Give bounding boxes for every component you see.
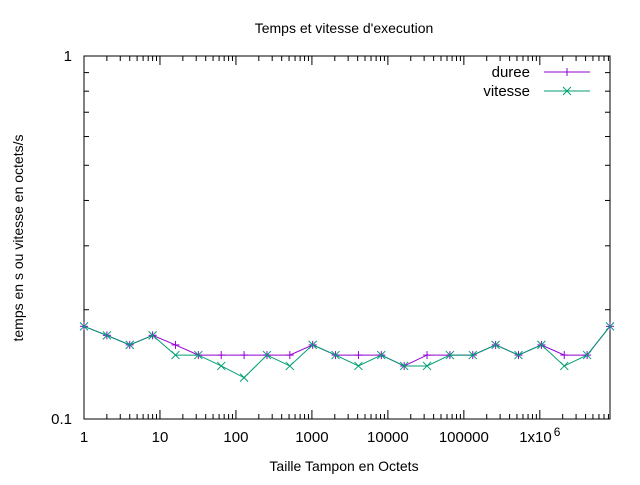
data-point-vitesse — [537, 340, 546, 350]
data-point-vitesse — [216, 361, 226, 371]
x-tick-label: 10 — [152, 429, 169, 446]
data-point-vitesse — [331, 350, 340, 360]
data-point-vitesse — [171, 350, 180, 360]
ticks-layer: 1 10 100 1000 10000 100000 1x10 6 0.1 1 — [51, 48, 610, 446]
x-axis-label: Taille Tampon en Octets — [269, 458, 418, 474]
data-point-vitesse — [514, 350, 523, 360]
series-duree — [80, 322, 614, 370]
data-point-vitesse — [125, 340, 135, 350]
series-line-vitesse — [83, 325, 611, 379]
data-point-vitesse — [148, 330, 157, 340]
data-point-vitesse — [559, 361, 569, 371]
legend-marker — [562, 86, 572, 96]
legend-label: duree — [492, 64, 530, 81]
data-point-vitesse — [102, 330, 112, 340]
x-tick-label: 1000 — [295, 429, 328, 446]
data-point-vitesse — [376, 350, 386, 360]
x-tick-label: 10000 — [367, 429, 409, 446]
data-point-vitesse — [193, 350, 203, 360]
data-point-vitesse — [582, 350, 592, 360]
x-tick-label: 1x10 6 — [519, 425, 561, 446]
series-layer — [79, 321, 615, 382]
series-vitesse — [79, 321, 615, 382]
x-tick-label: 100 — [223, 429, 248, 446]
data-point-vitesse — [308, 340, 318, 350]
data-point-vitesse — [491, 340, 501, 350]
x-tick-label: 100000 — [439, 429, 489, 446]
legend: duree vitesse — [483, 64, 590, 100]
legend-label: vitesse — [483, 83, 530, 100]
chart-title: Temps et vitesse d'execution — [255, 20, 434, 36]
x-tick-label-exponent: 6 — [554, 425, 561, 439]
y-tick-label: 1 — [64, 48, 72, 65]
data-point-vitesse — [605, 321, 615, 331]
data-point-vitesse — [354, 361, 363, 371]
y-tick-label: 0.1 — [51, 411, 72, 428]
data-point-vitesse — [262, 350, 272, 360]
x-tick-label: 1 — [80, 429, 88, 446]
data-point-vitesse — [445, 350, 455, 360]
data-point-vitesse — [285, 361, 295, 371]
legend-item-vitesse: vitesse — [483, 83, 590, 100]
data-point-vitesse — [79, 321, 89, 331]
data-point-vitesse — [422, 361, 432, 371]
data-point-vitesse — [468, 350, 478, 360]
y-axis-label: temps en s ou vitesse en octets/s — [10, 135, 26, 342]
data-point-vitesse — [239, 373, 249, 382]
data-point-vitesse — [399, 361, 409, 371]
plot-frame — [83, 55, 611, 420]
legend-item-duree: duree — [492, 64, 590, 81]
